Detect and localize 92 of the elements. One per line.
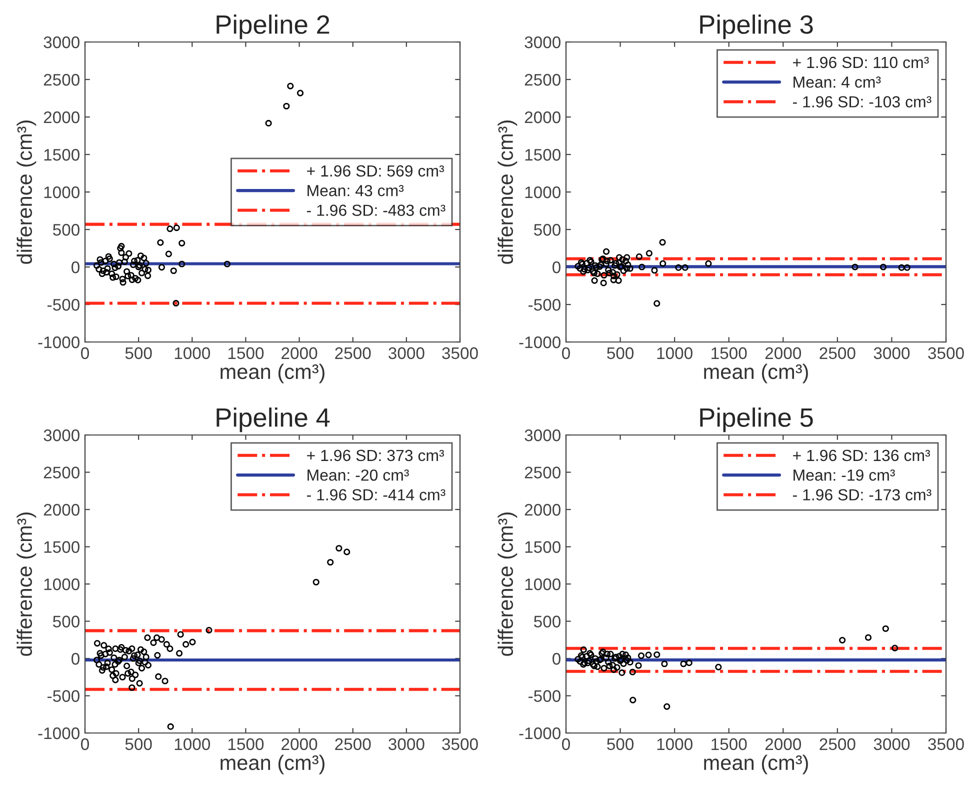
y-tick-label: 2500 <box>524 74 560 86</box>
y-tick-label: -1000 <box>38 336 80 348</box>
y-tick-label: 2500 <box>524 466 560 478</box>
y-tick-label: -1000 <box>519 336 560 348</box>
x-tick-label: 2500 <box>335 738 371 750</box>
chart-title: Pipeline 3 <box>700 14 813 40</box>
x-tick-label: 2000 <box>282 738 318 750</box>
chart-title: Pipeline 5 <box>700 408 813 432</box>
y-axis-title: difference (cm³) <box>498 120 518 264</box>
x-tick-label: 2000 <box>765 738 802 750</box>
x-axis-title: mean (cm³) <box>704 754 808 774</box>
y-axis-title: difference (cm³) <box>498 512 518 656</box>
y-tick-label: 2500 <box>44 74 80 86</box>
y-tick-label: 1500 <box>525 148 560 161</box>
x-tick-label: 3500 <box>442 738 478 750</box>
legend-label: - 1.96 SD: -173 cm³ <box>792 489 932 500</box>
y-tick-label: -500 <box>528 298 560 311</box>
x-tick-label: 1500 <box>228 347 264 360</box>
x-tick-label: 3500 <box>928 347 964 360</box>
legend-label: + 1.96 SD: 136 cm³ <box>793 450 930 462</box>
y-tick-label: 1500 <box>44 148 80 161</box>
legend-label: Mean: 4 cm³ <box>794 76 881 88</box>
y-tick-label: 500 <box>53 224 80 236</box>
x-tick-label: 500 <box>607 738 634 750</box>
x-tick-label: 2000 <box>765 347 802 360</box>
y-tick-label: 0 <box>552 261 560 274</box>
x-tick-label: 3000 <box>874 347 910 360</box>
legend-label: - 1.96 SD: -483 cm³ <box>306 204 446 216</box>
x-tick-label: 2500 <box>335 347 371 360</box>
x-axis-title: mean (cm³) <box>220 754 324 774</box>
y-tick-label: -1000 <box>519 727 560 740</box>
x-tick-label: 1500 <box>228 738 264 750</box>
x-tick-label: 2500 <box>820 738 856 750</box>
x-tick-label: 3000 <box>388 738 424 750</box>
y-tick-label: 3000 <box>524 429 560 442</box>
y-tick-label: -1000 <box>38 727 80 740</box>
y-tick-label: 0 <box>552 652 560 665</box>
x-tick-label: 500 <box>125 347 152 360</box>
legend-label: + 1.96 SD: 110 cm³ <box>793 56 929 68</box>
y-tick-label: 1000 <box>44 578 80 590</box>
y-tick-label: 2500 <box>44 466 80 478</box>
x-tick-label: 0 <box>81 738 89 750</box>
x-tick-label: 500 <box>607 347 634 360</box>
y-tick-label: -500 <box>48 690 80 702</box>
x-tick-label: 0 <box>81 347 89 360</box>
x-tick-label: 0 <box>562 738 570 750</box>
legend-label: - 1.96 SD: -103 cm³ <box>792 96 932 108</box>
x-tick-label: 3000 <box>874 738 910 750</box>
y-tick-label: 1500 <box>44 541 80 553</box>
y-tick-label: 0 <box>72 261 80 274</box>
x-tick-label: 1000 <box>657 738 692 750</box>
x-tick-label: 2500 <box>820 347 856 360</box>
y-tick-label: 2000 <box>44 504 80 516</box>
legend-label: + 1.96 SD: 373 cm³ <box>307 450 444 462</box>
y-tick-label: 500 <box>53 616 80 628</box>
y-tick-label: 1000 <box>525 578 560 590</box>
y-tick-label: 3000 <box>44 36 80 48</box>
x-tick-label: 1000 <box>657 347 692 360</box>
y-tick-label: 500 <box>534 616 560 628</box>
y-tick-label: -500 <box>48 298 80 311</box>
y-tick-label: 2000 <box>44 111 80 124</box>
y-tick-label: -500 <box>528 690 560 702</box>
x-tick-label: 0 <box>562 347 570 360</box>
y-tick-label: 1000 <box>44 186 80 198</box>
y-tick-label: 500 <box>534 224 560 236</box>
y-tick-label: 3000 <box>44 429 80 442</box>
legend-label: Mean: -19 cm³ <box>794 469 895 481</box>
y-tick-label: 2000 <box>524 504 560 516</box>
y-axis-title: difference (cm³) <box>16 120 36 264</box>
x-tick-label: 1500 <box>712 738 747 750</box>
legend-label: Mean: 43 cm³ <box>308 184 404 196</box>
y-tick-label: 1000 <box>525 186 560 198</box>
x-axis-title: mean (cm³) <box>220 364 324 384</box>
x-tick-label: 1000 <box>174 738 210 750</box>
legend-label: + 1.96 SD: 569 cm³ <box>307 165 444 177</box>
y-tick-label: 0 <box>72 652 80 665</box>
chart-title: Pipeline 4 <box>216 408 330 432</box>
x-tick-label: 3500 <box>442 347 478 360</box>
x-axis-title: mean (cm³) <box>704 364 808 384</box>
y-tick-label: 3000 <box>524 36 560 48</box>
x-tick-label: 1000 <box>174 347 210 360</box>
y-tick-label: 1500 <box>525 541 560 553</box>
legend-label: - 1.96 SD: -414 cm³ <box>306 489 446 500</box>
legend-label: Mean: -20 cm³ <box>308 469 409 481</box>
x-tick-label: 3500 <box>928 738 964 750</box>
chart-title: Pipeline 2 <box>216 14 330 40</box>
x-tick-label: 3000 <box>388 347 424 360</box>
x-tick-label: 1500 <box>712 347 747 360</box>
x-tick-label: 500 <box>125 738 152 750</box>
x-tick-label: 2000 <box>282 347 318 360</box>
y-tick-label: 2000 <box>524 111 560 124</box>
y-axis-title: difference (cm³) <box>16 512 36 656</box>
